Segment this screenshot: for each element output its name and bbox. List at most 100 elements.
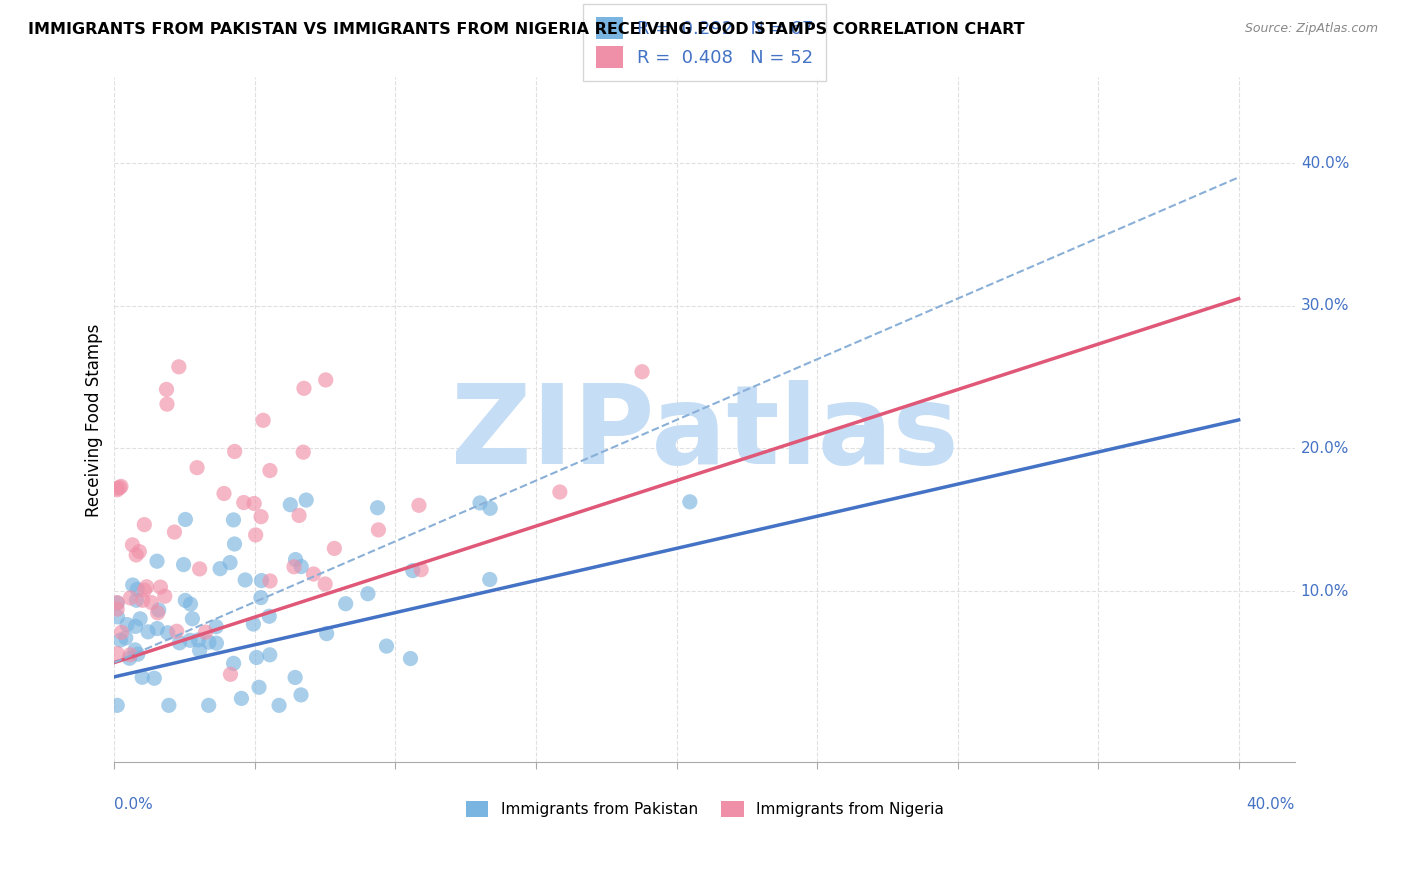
Point (323, 541, 346, 556)
Point (290, 688, 312, 702)
Point (399, 651, 422, 665)
Point (110, 479, 132, 493)
Point (278, 498, 301, 512)
Point (315, 373, 337, 387)
Point (259, 648, 281, 662)
Point (284, 670, 307, 684)
Point (148, 603, 170, 617)
Text: 40.0%: 40.0% (1247, 797, 1295, 812)
Point (155, 383, 177, 397)
Point (295, 493, 318, 508)
Point (105, 602, 128, 616)
Point (124, 643, 146, 657)
Point (288, 508, 311, 523)
Point (157, 698, 180, 713)
Point (219, 667, 242, 681)
Point (143, 671, 166, 685)
Point (259, 464, 281, 478)
Point (105, 483, 128, 497)
Point (121, 578, 143, 592)
Point (156, 625, 179, 640)
Point (121, 538, 143, 552)
Point (125, 548, 148, 562)
Point (194, 625, 217, 640)
Point (179, 597, 201, 611)
Point (479, 501, 502, 516)
Text: 40.0%: 40.0% (1301, 155, 1350, 170)
Point (631, 365, 654, 379)
Point (135, 580, 157, 594)
Point (118, 651, 141, 665)
Point (224, 444, 246, 458)
Point (105, 647, 128, 661)
Point (231, 691, 253, 706)
Point (219, 556, 242, 570)
Point (127, 647, 149, 661)
Point (245, 650, 267, 665)
Point (173, 558, 195, 572)
Point (198, 635, 221, 649)
Point (105, 596, 128, 610)
Point (257, 609, 280, 624)
Point (110, 625, 132, 640)
Point (252, 413, 274, 427)
Point (314, 577, 336, 591)
Point (187, 632, 209, 647)
Text: IMMIGRANTS FROM PAKISTAN VS IMMIGRANTS FROM NIGERIA RECEIVING FOOD STAMPS CORREL: IMMIGRANTS FROM PAKISTAN VS IMMIGRANTS F… (28, 22, 1025, 37)
Point (146, 622, 169, 636)
Point (114, 631, 136, 645)
Point (367, 523, 389, 537)
Point (283, 559, 305, 574)
Point (209, 561, 232, 575)
Point (163, 525, 186, 540)
Point (136, 624, 159, 639)
Point (205, 636, 228, 650)
Text: 30.0%: 30.0% (1301, 298, 1350, 313)
Point (134, 583, 156, 598)
Point (188, 562, 211, 576)
Y-axis label: Receiving Food Stamps: Receiving Food Stamps (86, 323, 103, 516)
Point (174, 593, 197, 607)
Point (186, 460, 208, 475)
Point (105, 698, 128, 713)
Point (292, 381, 315, 395)
Point (174, 512, 197, 526)
Point (156, 397, 179, 411)
Text: 20.0%: 20.0% (1301, 441, 1350, 456)
Point (375, 639, 398, 653)
Point (243, 496, 266, 510)
Point (478, 573, 501, 587)
Point (197, 698, 219, 713)
Point (105, 596, 128, 610)
Legend: Immigrants from Pakistan, Immigrants from Nigeria: Immigrants from Pakistan, Immigrants fro… (460, 795, 950, 823)
Point (149, 580, 172, 594)
Point (284, 552, 307, 566)
Point (259, 574, 281, 588)
Point (367, 500, 389, 515)
Point (290, 559, 312, 574)
Point (131, 670, 153, 684)
Text: 0.0%: 0.0% (114, 797, 153, 812)
Point (245, 528, 267, 542)
Point (153, 589, 176, 603)
Point (146, 606, 169, 620)
Point (468, 496, 491, 510)
Point (224, 537, 246, 551)
Point (292, 445, 315, 459)
Point (357, 587, 380, 601)
Point (315, 626, 337, 640)
Point (408, 498, 430, 512)
Point (548, 485, 571, 500)
Point (179, 633, 201, 648)
Point (134, 517, 156, 532)
Point (335, 597, 357, 611)
Point (411, 563, 433, 577)
Point (250, 574, 273, 588)
Point (115, 617, 138, 632)
Point (167, 359, 190, 374)
Point (232, 495, 254, 509)
Point (107, 610, 129, 624)
Text: ZIPatlas: ZIPatlas (451, 380, 959, 487)
Point (212, 486, 235, 500)
Point (166, 624, 188, 639)
